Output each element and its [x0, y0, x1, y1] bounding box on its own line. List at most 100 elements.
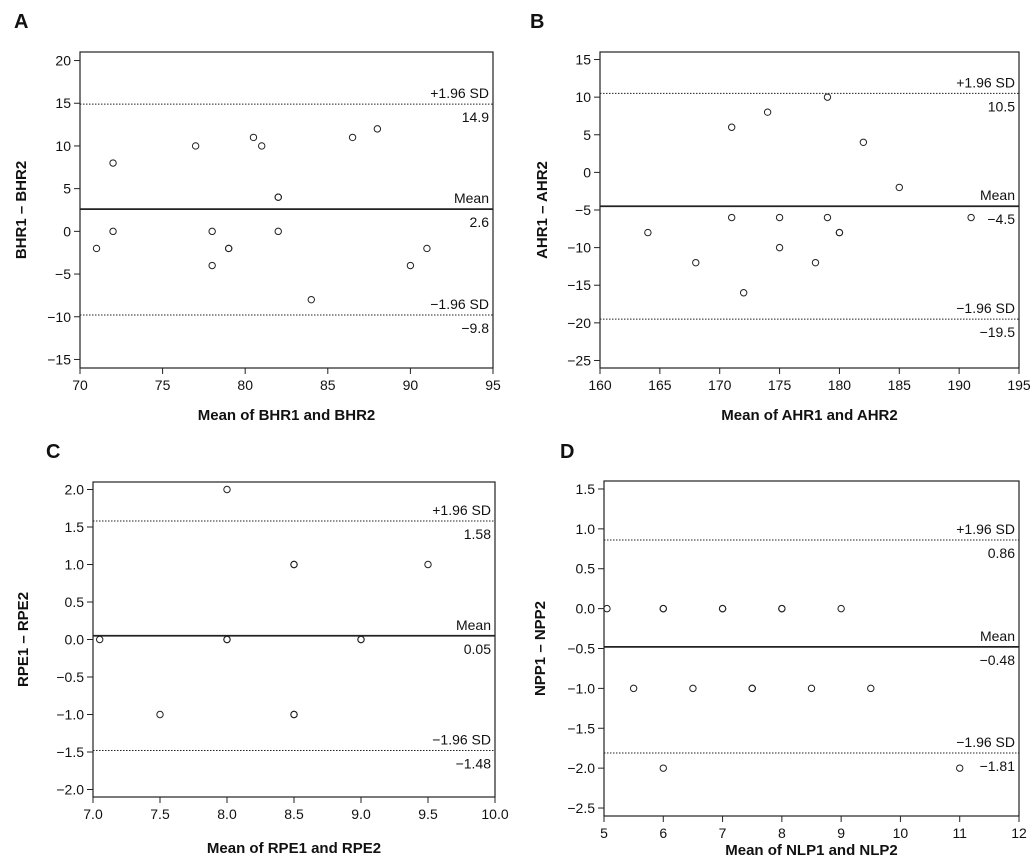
y-tick-label: 10: [575, 89, 591, 105]
data-point: [274, 193, 282, 201]
x-tick-label: 10: [893, 825, 909, 841]
panel-b: B 160 165 170 175 180 185 190 195 −25 −20 −15 −10 −5 0…: [530, 11, 1031, 424]
x-tick-label: 90: [403, 377, 419, 393]
data-point: [223, 485, 231, 494]
y-tick-label: 15: [55, 95, 71, 111]
y-tick-label: 20: [55, 53, 71, 69]
data-point: [956, 764, 964, 772]
panel-letter: B: [530, 11, 544, 33]
data-point: [274, 227, 282, 236]
x-tick-label: 7.0: [83, 806, 103, 822]
y-tick-label: −0.5: [567, 641, 595, 657]
y-tick-label: 1.0: [65, 557, 85, 573]
panel-d: D 5 6 7 8 9 10 11 12 −2.5 −2.0 −1.5 −1.0 −0.5 0.0 0.5 1.…: [532, 441, 1027, 859]
data-point: [423, 244, 431, 253]
y-axis-title: NPP1 – NPP2: [532, 601, 549, 696]
data-point: [778, 604, 786, 613]
y-tick-label: 0: [63, 223, 71, 239]
data-point: [718, 604, 727, 613]
lower-loa-value: −1.48: [456, 756, 492, 772]
y-tick-label: 0.5: [576, 561, 596, 577]
x-tick-label: 9.0: [351, 806, 371, 822]
mean-label: Mean: [456, 617, 491, 633]
data-point: [603, 604, 611, 613]
mean-value: −4.5: [987, 211, 1015, 227]
y-tick-label: 2.0: [65, 482, 85, 498]
mean-value: −0.48: [980, 652, 1016, 668]
y-tick-label: −1.0: [56, 707, 84, 723]
x-tick-label: 7.5: [150, 806, 170, 822]
upper-loa-value: 14.9: [462, 109, 489, 125]
x-tick-label: 9.5: [418, 806, 438, 822]
y-axis-title: AHR1 – AHR2: [534, 161, 551, 259]
y-tick-label: 0: [583, 164, 591, 180]
data-point: [348, 133, 357, 142]
mean-label: Mean: [980, 187, 1015, 203]
x-tick-label: 95: [485, 377, 501, 393]
y-tick-label: 5: [583, 127, 591, 143]
data-point: [811, 258, 820, 267]
lower-loa-label: −1.96 SD: [432, 732, 491, 748]
data-point: [659, 764, 667, 772]
data-point: [156, 710, 164, 719]
data-point: [867, 684, 875, 693]
y-tick-label: −10: [47, 309, 71, 325]
data-point: [967, 213, 975, 222]
y-tick-label: −15: [47, 351, 71, 367]
y-tick-label: 1.5: [65, 519, 85, 535]
mean-label: Mean: [980, 628, 1015, 644]
data-point: [290, 560, 298, 569]
data-point: [859, 138, 868, 146]
data-point: [835, 228, 844, 237]
upper-loa-value: 10.5: [988, 98, 1015, 114]
data-point: [223, 635, 231, 644]
data-point: [823, 93, 832, 101]
data-point: [258, 142, 266, 150]
x-tick-label: 180: [828, 377, 852, 393]
data-point: [763, 108, 772, 116]
panel-c: C 7.0 7.5 8.0 8.5 9.0 9.5 10.0 −2.0 −1.5 −1.0 −0.5 0…: [15, 441, 509, 857]
data-point: [96, 635, 104, 644]
y-tick-label: −2.5: [567, 800, 595, 816]
data-point: [895, 183, 903, 192]
upper-loa-value: 0.86: [988, 545, 1015, 561]
panel-letter: A: [14, 11, 28, 33]
x-tick-label: 190: [947, 377, 971, 393]
x-axis-title: Mean of RPE1 and RPE2: [207, 840, 381, 857]
y-tick-label: 1.0: [576, 521, 596, 537]
data-point: [748, 684, 756, 693]
x-tick-label: 75: [155, 377, 171, 393]
x-tick-label: 6: [659, 825, 667, 841]
x-tick-label: 10.0: [481, 806, 508, 822]
y-tick-label: −25: [567, 352, 591, 368]
x-tick-label: 12: [1011, 825, 1027, 841]
y-tick-label: 5: [63, 181, 71, 197]
y-tick-label: 1.5: [576, 481, 596, 497]
data-point: [807, 684, 816, 693]
data-point: [307, 295, 315, 304]
panel-letter: C: [46, 441, 60, 463]
x-axis-title: Mean of AHR1 and AHR2: [721, 407, 897, 424]
lower-loa-label: −1.96 SD: [956, 300, 1015, 316]
x-tick-label: 8.5: [284, 806, 304, 822]
y-tick-label: 15: [575, 52, 591, 68]
upper-loa-label: +1.96 SD: [432, 502, 491, 518]
x-axis-title: Mean of BHR1 and BHR2: [198, 407, 376, 424]
upper-loa-label: +1.96 SD: [956, 521, 1015, 537]
x-tick-label: 170: [708, 377, 732, 393]
data-point: [357, 635, 365, 644]
y-tick-label: −2.0: [567, 760, 595, 776]
data-point: [373, 125, 382, 133]
x-tick-label: 195: [1007, 377, 1031, 393]
y-tick-label: 0.0: [65, 632, 85, 648]
y-tick-label: −5: [55, 266, 71, 282]
x-tick-label: 80: [237, 377, 253, 393]
y-tick-label: −1.0: [567, 680, 595, 696]
x-tick-label: 165: [648, 377, 672, 393]
upper-loa-label: +1.96 SD: [956, 74, 1015, 90]
panel-a: A 70 75 80 85 90 95 −15 −10 −5 0 5 10 15 20 +1.96 SD 14.…: [13, 11, 501, 424]
data-point: [629, 684, 638, 693]
lower-loa-value: −9.8: [461, 320, 489, 336]
y-tick-label: −20: [567, 315, 591, 331]
